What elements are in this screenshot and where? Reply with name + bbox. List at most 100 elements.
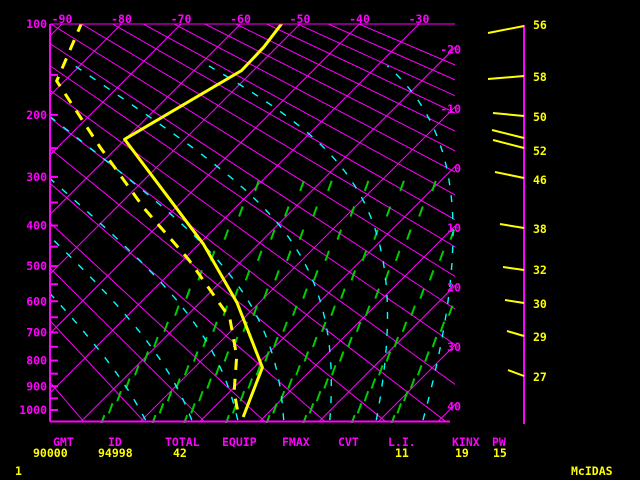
top-temp-label--50: -50 <box>290 12 311 26</box>
info-header-PW: PW <box>492 435 506 449</box>
isotherm--70 <box>50 24 182 156</box>
mixing-ratio-line-2gkg <box>151 180 305 423</box>
dry-adiabat-430K <box>297 24 455 97</box>
pressure-label-100: 100 <box>26 17 47 31</box>
pressure-label-400: 400 <box>26 219 47 233</box>
isotherm--40 <box>50 24 360 335</box>
dewpoint-trace <box>55 24 240 412</box>
wind-speed-label-58: 58 <box>533 70 547 84</box>
top-temp-label--40: -40 <box>349 12 370 26</box>
wind-barb-1 <box>487 75 525 80</box>
isotherm--30 <box>50 24 420 394</box>
wind-barb-2 <box>492 112 525 117</box>
dry-adiabat-320K <box>50 89 455 386</box>
wind-speed-label-27: 27 <box>533 370 547 384</box>
dry-adiabat-280K <box>50 222 265 422</box>
info-value-TOTAL: 42 <box>173 446 187 460</box>
brand-label: McIDAS <box>571 464 613 478</box>
wind-barb-0 <box>487 25 525 34</box>
isotherm--80 <box>50 24 122 97</box>
pressure-label-500: 500 <box>26 259 47 273</box>
right-temp-label--20: -20 <box>440 43 461 57</box>
wind-speed-label-46: 46 <box>533 173 547 187</box>
mixing-ratio-line-30gkg <box>390 305 454 423</box>
info-header-GMT: GMT <box>53 435 74 449</box>
info-header-ID: ID <box>108 435 122 449</box>
dry-adiabat-370K <box>112 24 455 221</box>
wind-barb-3 <box>491 129 525 139</box>
pressure-label-800: 800 <box>26 354 47 368</box>
isotherm--10 <box>140 106 455 422</box>
dry-adiabat-290K <box>50 182 326 422</box>
wind-barb-5 <box>494 171 525 179</box>
info-header-FMAX: FMAX <box>282 435 310 449</box>
info-header-EQUIP: EQUIP <box>222 435 257 449</box>
info-header-LI: L.I. <box>388 435 416 449</box>
pressure-label-700: 700 <box>26 325 47 339</box>
info-value-LI: 11 <box>395 446 409 460</box>
mixing-ratio-line-12gkg <box>302 180 437 423</box>
top-temp-label--80: -80 <box>111 12 132 26</box>
right-temp-label-0: 0 <box>454 162 461 176</box>
right-temp-label--10: -10 <box>440 102 461 116</box>
moist-adiabat-thetaw--4 <box>50 235 193 421</box>
wind-speed-label-52: 52 <box>533 144 547 158</box>
isotherm-0 <box>199 165 455 422</box>
wind-barb-4 <box>492 139 525 149</box>
info-header-KINX: KINX <box>452 435 480 449</box>
page-indicator: 1 <box>15 464 22 478</box>
dry-adiabat-340K <box>50 42 455 310</box>
wind-speed-label-38: 38 <box>533 222 547 236</box>
wind-speed-label-30: 30 <box>533 297 547 311</box>
info-value-ID: 94998 <box>98 446 133 460</box>
dry-adiabat-420K <box>266 24 455 114</box>
dry-adiabat-380K <box>143 24 455 196</box>
right-temp-label-10: 10 <box>447 221 461 235</box>
dry-adiabat-300K <box>50 147 386 422</box>
top-temp-label--70: -70 <box>171 12 192 26</box>
wind-barb-6 <box>499 223 525 229</box>
pressure-label-300: 300 <box>26 170 47 184</box>
info-header-CVT: CVT <box>338 435 359 449</box>
wind-barb-8 <box>504 299 525 304</box>
top-temp-label--30: -30 <box>409 12 430 26</box>
isotherm-20 <box>318 284 455 422</box>
wind-speed-label-32: 32 <box>533 263 547 277</box>
isotherm--60 <box>50 24 241 216</box>
moist-adiabat-thetaw-36 <box>386 65 454 421</box>
pressure-label-900: 900 <box>26 379 47 393</box>
dry-adiabat-270K <box>50 267 205 422</box>
moist-adiabat-thetaw-20 <box>74 65 332 421</box>
right-temp-label-30: 30 <box>447 340 461 354</box>
dry-adiabat-450K <box>358 24 455 66</box>
pressure-label-1000: 1000 <box>19 403 47 417</box>
pressure-label-600: 600 <box>26 294 47 308</box>
temperature-trace <box>123 24 284 418</box>
info-value-GMT: 90000 <box>33 446 68 460</box>
wind-speed-label-56: 56 <box>533 18 547 32</box>
plot-area <box>50 24 455 423</box>
dry-adiabat-260K <box>50 319 145 422</box>
info-value-PW: 15 <box>493 446 507 460</box>
dry-adiabat-410K <box>235 24 455 132</box>
mixing-ratio-line-20gkg <box>350 229 455 423</box>
wind-speed-label-50: 50 <box>533 110 547 124</box>
dry-adiabat-440K <box>328 24 455 81</box>
dry-adiabat-360K <box>81 24 455 248</box>
dry-adiabat-390K <box>173 24 455 173</box>
dry-adiabat-400K <box>204 24 455 152</box>
pressure-label-200: 200 <box>26 108 47 122</box>
top-temp-label--60: -60 <box>230 12 251 26</box>
right-temp-label-20: 20 <box>447 281 461 295</box>
info-header-TOTAL: TOTAL <box>165 435 200 449</box>
moist-adiabat-thetaw-12 <box>50 115 285 421</box>
isotherm--50 <box>50 24 301 275</box>
right-temp-label-40: 40 <box>447 400 461 414</box>
isotherm-10 <box>259 225 455 422</box>
mixing-ratio-line-3gkg <box>183 180 333 423</box>
dry-adiabat-330K <box>50 65 455 346</box>
wind-barb-10 <box>507 369 525 377</box>
mixing-ratio-line-8gkg <box>265 180 405 423</box>
dry-adiabat-350K <box>50 24 455 278</box>
